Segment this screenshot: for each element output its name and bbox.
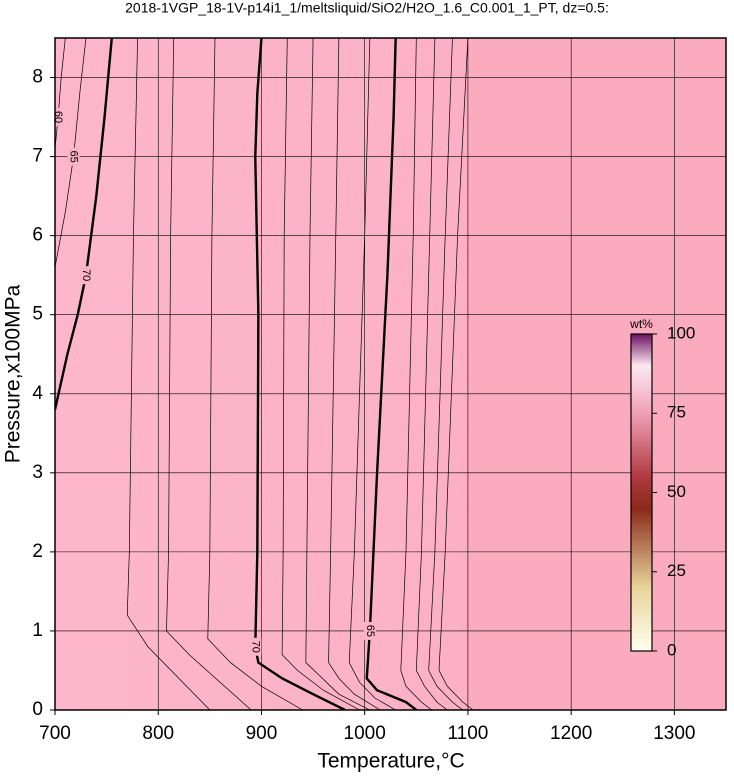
x-tick-label: 800 — [142, 723, 174, 744]
contour-line — [254, 38, 346, 710]
colorbar-tick-label: 100 — [667, 323, 695, 342]
colorbar-tick-label: 25 — [667, 561, 686, 580]
plot-tint — [55, 38, 726, 710]
colorbar — [630, 333, 653, 652]
plot-frame — [54, 37, 727, 711]
contour-line — [438, 38, 474, 710]
x-tick-label: 1000 — [344, 723, 386, 744]
contour-label-bg — [55, 108, 65, 127]
y-tick-label: 0 — [32, 699, 43, 720]
contour-line — [415, 38, 448, 710]
contour-line — [428, 38, 463, 710]
x-tick-label: 1200 — [550, 723, 592, 744]
x-tick-label: 900 — [246, 723, 278, 744]
contours: 70 65 70 65 60 — [52, 38, 474, 710]
contour-line — [55, 38, 66, 149]
contour-line — [126, 38, 211, 710]
contour-line — [55, 38, 113, 410]
colorbar-tick-label: 75 — [667, 403, 686, 422]
contour-label-bg — [249, 637, 262, 656]
contour-line — [281, 38, 360, 710]
y-tick-label: 5 — [32, 304, 43, 325]
colorbar-label: wt% — [629, 317, 653, 331]
contour-line — [305, 38, 371, 710]
y-tick-label: 7 — [32, 146, 43, 167]
x-tick-label: 700 — [39, 723, 71, 744]
colorbar-tick-label: 0 — [667, 640, 676, 659]
x-tick-label: 1100 — [447, 723, 488, 744]
contour-line — [400, 38, 433, 710]
colorbar-tick-label: 50 — [667, 482, 686, 501]
y-tick-label: 6 — [32, 225, 43, 246]
contour-line — [166, 38, 252, 710]
contour-label-bg — [363, 621, 376, 640]
plot-background — [55, 38, 726, 710]
contour-label: 60 — [52, 111, 64, 123]
y-tick-label: 1 — [32, 620, 43, 641]
contour-line — [328, 38, 381, 710]
y-tick-label: 4 — [32, 383, 43, 404]
contour-label-bg — [67, 147, 80, 166]
contour-line — [207, 38, 303, 710]
contour-label: 65 — [364, 625, 376, 637]
y-tick-label: 2 — [32, 541, 43, 562]
contour-label: 65 — [68, 150, 80, 162]
chart-title: 2018-1VGP_18-1V-p14i1_1/meltsliquid/SiO2… — [125, 0, 609, 16]
y-tick-label: 3 — [32, 462, 43, 483]
contour-label-bg — [79, 266, 92, 285]
x-axis-label: Temperature,°C — [317, 750, 464, 773]
contour-label: 70 — [80, 269, 92, 281]
y-tick-label: 8 — [32, 67, 43, 88]
contour-line — [348, 38, 396, 710]
contour-label: 70 — [249, 641, 261, 653]
y-axis-label: Pressure,x100MPa — [2, 284, 25, 463]
x-tick-label: 1300 — [653, 723, 695, 744]
